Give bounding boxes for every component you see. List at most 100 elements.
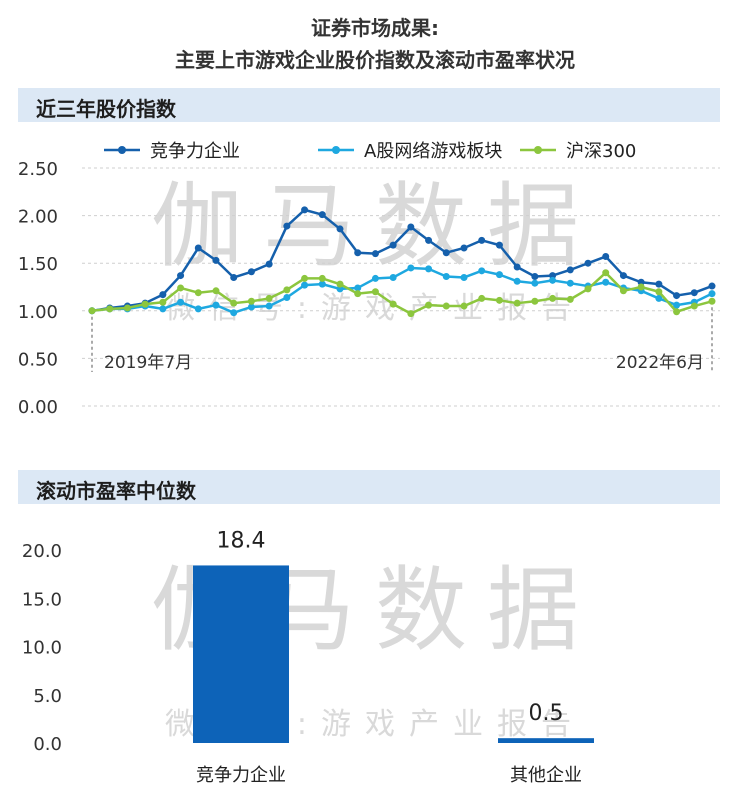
data-point	[442, 249, 450, 257]
data-point	[407, 264, 415, 272]
data-point	[619, 272, 627, 280]
legend-label: A股网络游戏板块	[364, 141, 502, 162]
data-point	[708, 290, 716, 298]
data-point	[566, 295, 574, 303]
legend-label: 竞争力企业	[150, 141, 240, 162]
data-point	[194, 305, 202, 313]
y-tick-label: 5.0	[33, 686, 62, 707]
data-point	[460, 273, 468, 281]
data-point	[194, 244, 202, 252]
data-point	[283, 293, 291, 301]
data-point	[141, 300, 149, 308]
x-category-label: 其他企业	[510, 765, 582, 786]
data-point	[389, 300, 397, 308]
data-point	[336, 280, 344, 288]
data-point	[106, 305, 114, 313]
data-point	[425, 301, 433, 309]
data-point	[602, 253, 610, 261]
watermark-sub-1: 微信号:游戏产业报告	[165, 291, 585, 326]
data-point	[212, 256, 220, 264]
data-point	[371, 274, 379, 282]
data-point	[371, 288, 379, 296]
series-line-0	[91, 208, 713, 313]
data-point	[212, 301, 220, 309]
data-point	[283, 286, 291, 294]
data-point	[673, 308, 681, 316]
data-point	[230, 273, 238, 281]
data-point	[336, 225, 344, 233]
legend-label: 沪深300	[566, 141, 636, 162]
data-point	[159, 305, 167, 313]
data-point	[177, 284, 185, 292]
data-point	[442, 273, 450, 281]
data-point	[495, 296, 503, 304]
data-point	[425, 265, 433, 273]
data-point	[88, 307, 96, 315]
section-header-stock-index: 近三年股价指数	[18, 88, 720, 122]
data-point	[673, 292, 681, 300]
data-point	[495, 241, 503, 249]
x-end-label: 2022年6月	[616, 353, 704, 373]
data-point	[655, 288, 663, 296]
y-tick-label: 20.0	[22, 541, 62, 562]
data-point	[212, 287, 220, 295]
data-point	[301, 281, 309, 289]
data-point	[531, 273, 539, 281]
data-point	[123, 304, 131, 312]
data-point	[619, 287, 627, 295]
data-point	[318, 211, 326, 219]
data-point	[407, 310, 415, 318]
legend-swatch-dot	[332, 146, 340, 154]
bar-value-label: 0.5	[529, 701, 564, 726]
data-point	[159, 291, 167, 299]
line-chart: 伽马数据 微信号:游戏产业报告 0.00 0.50 1.00 1.50 2.00 2.50…	[18, 141, 720, 418]
y-tick-label: 2.50	[18, 159, 58, 180]
y-tick-label: 1.50	[18, 254, 58, 275]
data-point	[655, 294, 663, 302]
data-point	[354, 249, 362, 257]
data-point	[425, 236, 433, 244]
data-point	[301, 274, 309, 282]
data-point	[442, 302, 450, 310]
data-point	[655, 280, 663, 288]
data-point	[513, 263, 521, 271]
legend-swatch-dot	[534, 146, 542, 154]
data-point	[265, 260, 273, 268]
data-point	[513, 299, 521, 307]
bar-chart: 伽马数据 微信号:游戏产业报告 0.05.010.015.020.0 18.4竞…	[22, 528, 594, 786]
data-point	[318, 280, 326, 288]
data-point	[549, 276, 557, 284]
data-point	[708, 282, 716, 290]
data-point	[690, 289, 698, 297]
data-point	[708, 297, 716, 305]
data-point	[301, 206, 309, 214]
chart-title-line2: 主要上市游戏企业股价指数及滚动市盈率状况	[175, 48, 575, 72]
bar	[498, 738, 594, 743]
data-point	[513, 277, 521, 285]
data-point	[478, 236, 486, 244]
y-tick-label: 15.0	[22, 589, 62, 610]
data-point	[389, 241, 397, 249]
data-point	[566, 266, 574, 274]
data-point	[247, 297, 255, 305]
data-point	[531, 279, 539, 287]
data-point	[531, 297, 539, 305]
data-point	[584, 285, 592, 293]
data-point	[478, 294, 486, 302]
data-point	[407, 223, 415, 231]
section-title-pe-ratio: 滚动市盈率中位数	[36, 479, 196, 503]
data-point	[584, 259, 592, 267]
chart-title-line1: 证券市场成果:	[311, 16, 439, 40]
data-point	[177, 298, 185, 306]
y-tick-label: 0.00	[18, 397, 58, 418]
data-point	[247, 268, 255, 276]
bar	[193, 565, 289, 743]
data-point	[460, 244, 468, 252]
section-title-stock-index: 近三年股价指数	[36, 97, 176, 121]
y-tick-label: 0.0	[33, 734, 62, 755]
x-category-label: 竞争力企业	[196, 765, 286, 786]
data-point	[690, 302, 698, 310]
data-point	[495, 271, 503, 279]
data-point	[159, 298, 167, 306]
y-tick-label: 10.0	[22, 638, 62, 659]
